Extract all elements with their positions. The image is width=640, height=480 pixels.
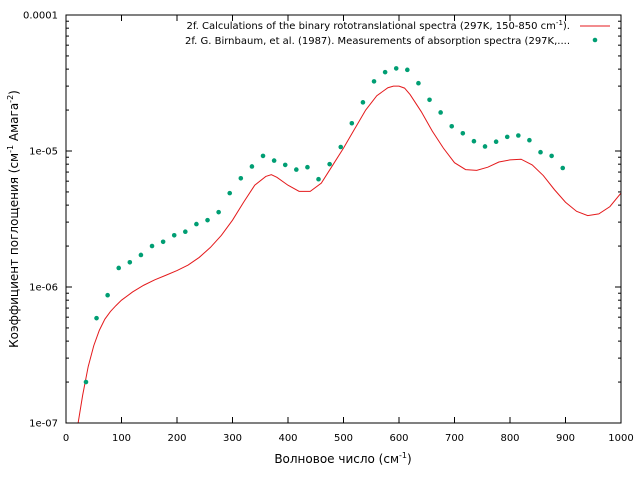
data-point-measurement [94, 315, 99, 321]
data-point-measurement [427, 97, 432, 103]
data-point-measurement [194, 221, 199, 227]
x-tick-label: 0 [63, 433, 69, 444]
data-point-measurement [83, 379, 89, 385]
data-point-measurement [327, 161, 332, 167]
x-tick-label: 500 [334, 433, 353, 444]
data-point-measurement [149, 243, 155, 249]
x-tick-label: 900 [556, 433, 575, 444]
x-tick-label: 1000 [608, 433, 633, 444]
legend: 2f. Calculations of the binary rototrans… [185, 19, 610, 47]
data-point-measurement [538, 149, 543, 155]
data-point-measurement [405, 67, 410, 73]
y-tick-label: 0.0001 [23, 11, 58, 22]
x-axis-label: Волновое число (см-1) [274, 451, 411, 466]
data-point-measurement [438, 110, 443, 115]
data-point-measurement [449, 123, 455, 129]
legend-entry-calculations: 2f. Calculations of the binary rototrans… [186, 19, 570, 32]
series-line-calculations [77, 85, 621, 423]
data-point-measurement [260, 153, 266, 159]
data-point-measurement [294, 167, 299, 172]
data-point-measurement [338, 144, 344, 150]
data-point-measurement [271, 158, 277, 163]
y-tick-label: 1e-07 [29, 419, 58, 430]
data-point-measurement [516, 133, 521, 138]
data-point-measurement [316, 176, 321, 182]
y-tick-label: 1e-06 [29, 283, 58, 294]
data-point-measurement [205, 217, 210, 223]
data-point-measurement [482, 144, 488, 149]
plot-area [77, 66, 621, 423]
data-point-measurement [416, 80, 421, 86]
data-point-measurement [460, 130, 466, 136]
data-point-measurement [305, 164, 310, 170]
data-point-measurement [382, 69, 388, 75]
data-point-measurement [160, 239, 166, 245]
data-point-measurement [171, 232, 177, 238]
ticks: 0 100 200 300 400 500 600 700 800 900 1000 1e-07 1e-… [23, 11, 634, 445]
data-point-measurement [493, 139, 499, 145]
data-point-measurement [249, 164, 255, 169]
data-point-measurement [216, 209, 221, 215]
y-axis-label: Коэффициент поглощения (см-1 Амага-2) [6, 90, 21, 348]
data-point-measurement [282, 162, 288, 168]
data-point-measurement [560, 165, 566, 171]
x-tick-label: 100 [112, 433, 131, 444]
data-point-measurement [527, 137, 532, 143]
data-point-measurement [238, 175, 244, 181]
x-tick-label: 800 [500, 433, 519, 444]
x-tick-label: 200 [167, 433, 186, 444]
data-point-measurement [138, 252, 144, 258]
data-point-measurement [227, 190, 233, 196]
data-point-measurement [360, 100, 366, 105]
legend-point-swatch [592, 37, 598, 43]
data-point-measurement [116, 265, 122, 271]
data-point-measurement [105, 292, 110, 298]
plot-frame [65, 14, 622, 424]
data-point-measurement [127, 259, 133, 265]
x-tick-label: 600 [389, 433, 408, 444]
data-point-measurement [393, 66, 399, 71]
data-point-measurement [504, 134, 510, 140]
x-tick-label: 400 [278, 433, 297, 444]
data-point-measurement [471, 138, 477, 144]
y-tick-label: 1e-05 [29, 147, 58, 158]
data-point-measurement [549, 153, 554, 159]
x-tick-label: 300 [223, 433, 242, 444]
x-tick-label: 700 [445, 433, 464, 444]
data-point-measurement [371, 79, 377, 84]
data-point-measurement [183, 229, 188, 235]
legend-entry-measurements: 2f. G. Birnbaum, et al. (1987). Measurem… [185, 36, 570, 47]
data-point-measurement [349, 120, 355, 126]
